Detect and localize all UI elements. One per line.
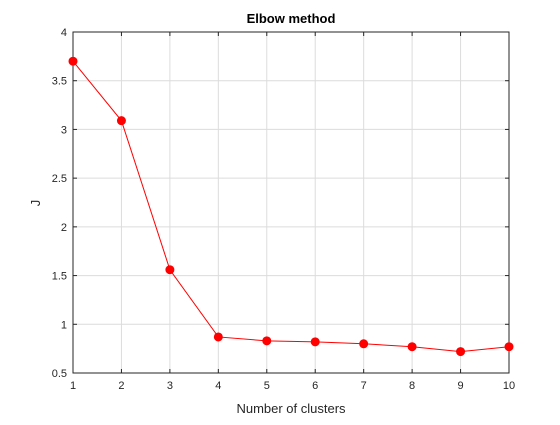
x-tick-label: 3 <box>167 380 173 392</box>
x-tick-label: 1 <box>70 380 76 392</box>
x-tick-label: 10 <box>503 380 515 392</box>
x-tick-label: 8 <box>409 380 415 392</box>
x-tick-label: 6 <box>312 380 318 392</box>
y-tick-label: 2 <box>61 222 67 234</box>
data-point <box>262 336 272 346</box>
data-point <box>116 116 126 126</box>
y-tick-label: 2.5 <box>52 173 67 185</box>
y-tick-label: 1.5 <box>52 271 67 283</box>
x-tick-label: 5 <box>264 380 270 392</box>
data-point <box>407 342 417 352</box>
data-point <box>310 337 320 347</box>
x-tick-label: 9 <box>457 380 463 392</box>
y-tick-label: 3 <box>61 124 67 136</box>
x-tick-label: 4 <box>215 380 221 392</box>
data-point <box>504 342 514 352</box>
data-point <box>359 339 369 349</box>
y-tick-label: 4 <box>61 27 67 39</box>
data-point <box>456 347 466 357</box>
x-tick-label: 7 <box>361 380 367 392</box>
plot-frame <box>72 31 510 374</box>
data-point <box>165 265 175 275</box>
data-point <box>68 56 78 66</box>
y-tick-label: 0.5 <box>52 368 67 380</box>
series-line <box>72 60 510 353</box>
series-layer <box>68 56 514 357</box>
ticks-layer: 1 2 3 4 5 6 7 8 9 100.511.522.533.54 <box>52 27 515 392</box>
y-tick-label: 3.5 <box>52 76 67 88</box>
x-tick-label: 2 <box>118 380 124 392</box>
y-axis-label: J <box>28 200 43 207</box>
grid-layer <box>72 31 510 374</box>
data-point <box>213 332 223 342</box>
x-axis-label: Number of clusters <box>236 401 346 416</box>
y-tick-label: 1 <box>61 319 67 331</box>
chart-title: Elbow method <box>247 11 336 26</box>
